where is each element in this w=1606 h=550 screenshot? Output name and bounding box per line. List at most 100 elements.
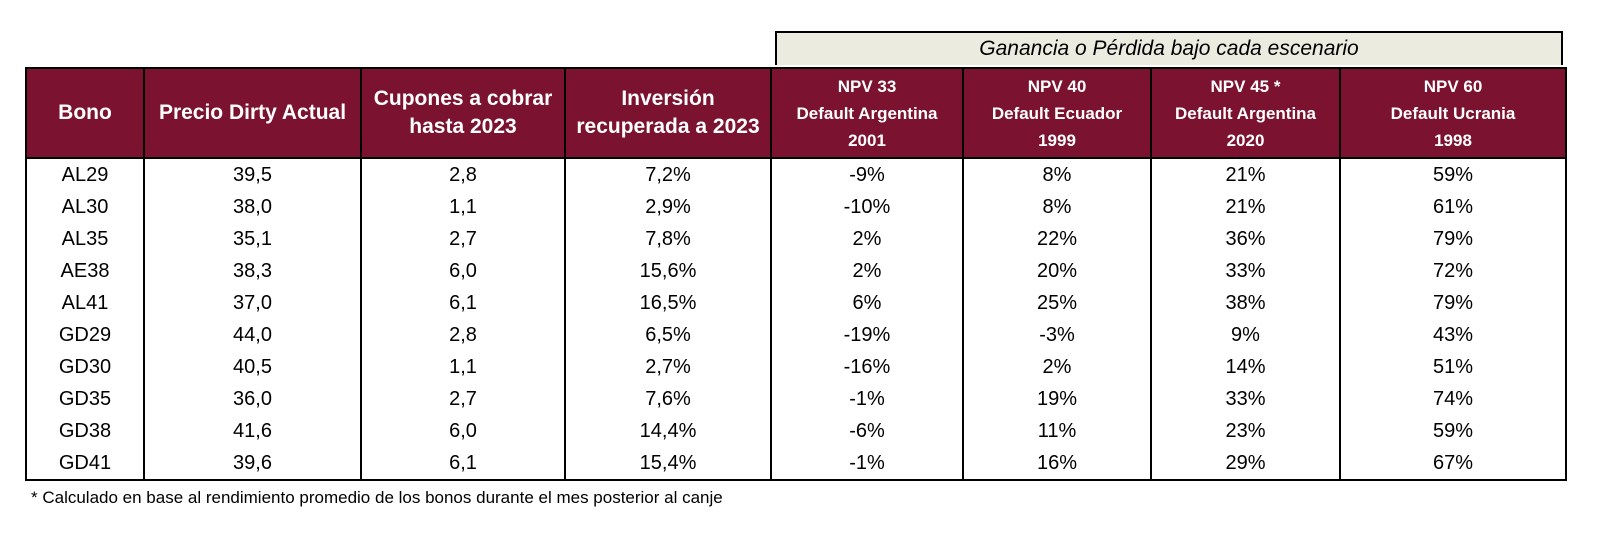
column-header-line: NPV 40: [1027, 76, 1087, 96]
table-row: GD29 44,0 2,8 6,5% -19% -3% 9% 43%: [25, 319, 1567, 351]
table-row: GD30 40,5 1,1 2,7% -16% 2% 14% 51%: [25, 351, 1567, 383]
table-cell: 2,7%: [564, 351, 772, 383]
column-header-line: Default Argentina: [1174, 103, 1317, 123]
table-cell: 36%: [1150, 223, 1341, 255]
table-row: GD35 36,0 2,7 7,6% -1% 19% 33% 74%: [25, 383, 1567, 415]
table-cell: 23%: [1150, 415, 1341, 447]
table-cell: -9%: [770, 158, 964, 191]
table-cell: 21%: [1150, 158, 1341, 191]
table-cell: -1%: [770, 447, 964, 481]
footnote: * Calculado en base al rendimiento prome…: [31, 488, 723, 507]
table-cell: 59%: [1339, 415, 1567, 447]
table-cell: 6,5%: [564, 319, 772, 351]
table-cell: 41,6: [143, 415, 362, 447]
table-cell: 61%: [1339, 191, 1567, 223]
table-cell: 21%: [1150, 191, 1341, 223]
table-cell: 25%: [962, 287, 1152, 319]
table-cell: 8%: [962, 158, 1152, 191]
column-header-line: Default Argentina: [796, 103, 938, 123]
column-header-7: NPV 60 Default Ucrania 1998: [1339, 67, 1567, 159]
header-row: Bono Precio Dirty Actual Cupones a cobrar h…: [25, 67, 1567, 159]
column-header-0: Bono: [25, 67, 145, 159]
column-header-line: recuperada a 2023: [576, 115, 760, 138]
column-header-line: 1999: [1038, 130, 1076, 150]
table-cell: 39,5: [143, 158, 362, 191]
table-cell: 9%: [1150, 319, 1341, 351]
bond-name-cell: AE38: [25, 255, 145, 287]
column-header-line: Precio Dirty Actual: [158, 101, 347, 124]
bond-name-cell: AL30: [25, 191, 145, 223]
table-body: AL29 39,5 2,8 7,2% -9% 8% 21% 59% AL30 38,0 1,1 2,9…: [25, 158, 1567, 481]
scenario-banner: Ganancia o Pérdida bajo cada escenario: [775, 31, 1563, 65]
table-cell: 1,1: [360, 351, 566, 383]
table-cell: -16%: [770, 351, 964, 383]
column-header-6: NPV 45 * Default Argentina 2020: [1150, 67, 1341, 159]
table-cell: 79%: [1339, 223, 1567, 255]
table-cell: 11%: [962, 415, 1152, 447]
bond-table: Bono Precio Dirty Actual Cupones a cobrar h…: [25, 67, 1567, 481]
table-header: Bono Precio Dirty Actual Cupones a cobrar h…: [25, 67, 1567, 159]
table-cell: 20%: [962, 255, 1152, 287]
table-row: AL29 39,5 2,8 7,2% -9% 8% 21% 59%: [25, 158, 1567, 191]
table-cell: 16,5%: [564, 287, 772, 319]
table-cell: 6,0: [360, 255, 566, 287]
column-header-3: Inversión recuperada a 2023: [564, 67, 772, 159]
column-header-line: NPV 60: [1423, 76, 1483, 96]
table-cell: 72%: [1339, 255, 1567, 287]
bond-name-cell: GD41: [25, 447, 145, 481]
table-cell: 74%: [1339, 383, 1567, 415]
table-row: AE38 38,3 6,0 15,6% 2% 20% 33% 72%: [25, 255, 1567, 287]
table-cell: 38%: [1150, 287, 1341, 319]
bond-scenario-table-container: Ganancia o Pérdida bajo cada escenario B…: [25, 31, 1585, 481]
table-cell: 2,7: [360, 383, 566, 415]
table-cell: 36,0: [143, 383, 362, 415]
bond-name-cell: AL35: [25, 223, 145, 255]
table-cell: 38,0: [143, 191, 362, 223]
table-row: AL30 38,0 1,1 2,9% -10% 8% 21% 61%: [25, 191, 1567, 223]
table-cell: 14%: [1150, 351, 1341, 383]
table-cell: 7,2%: [564, 158, 772, 191]
table-cell: -1%: [770, 383, 964, 415]
table-cell: 2%: [770, 255, 964, 287]
table-cell: 15,4%: [564, 447, 772, 481]
table-cell: 51%: [1339, 351, 1567, 383]
column-header-line: Default Ecuador: [991, 103, 1123, 123]
bond-name-cell: AL41: [25, 287, 145, 319]
table-cell: 2,8: [360, 319, 566, 351]
table-cell: 7,6%: [564, 383, 772, 415]
table-cell: 40,5: [143, 351, 362, 383]
table-cell: 44,0: [143, 319, 362, 351]
table-cell: 22%: [962, 223, 1152, 255]
column-header-line: Bono: [58, 101, 112, 124]
table-cell: 39,6: [143, 447, 362, 481]
table-cell: -6%: [770, 415, 964, 447]
table-cell: 6,1: [360, 287, 566, 319]
bond-name-cell: GD38: [25, 415, 145, 447]
column-header-line: Inversión: [621, 87, 715, 110]
table-cell: 2,8: [360, 158, 566, 191]
table-cell: -19%: [770, 319, 964, 351]
bond-name-cell: GD30: [25, 351, 145, 383]
table-cell: 38,3: [143, 255, 362, 287]
banner-row: Ganancia o Pérdida bajo cada escenario: [25, 31, 1585, 67]
table-cell: 2,9%: [564, 191, 772, 223]
column-header-1: Precio Dirty Actual: [143, 67, 362, 159]
column-header-line: hasta 2023: [409, 115, 517, 138]
table-row: AL35 35,1 2,7 7,8% 2% 22% 36% 79%: [25, 223, 1567, 255]
table-cell: -3%: [962, 319, 1152, 351]
column-header-line: Cupones a cobrar: [373, 87, 553, 110]
table-cell: 6,0: [360, 415, 566, 447]
table-cell: 1,1: [360, 191, 566, 223]
table-cell: 59%: [1339, 158, 1567, 191]
table-row: GD38 41,6 6,0 14,4% -6% 11% 23% 59%: [25, 415, 1567, 447]
table-cell: 29%: [1150, 447, 1341, 481]
column-header-line: NPV 33: [837, 76, 897, 96]
bond-name-cell: AL29: [25, 158, 145, 191]
table-cell: -10%: [770, 191, 964, 223]
table-cell: 15,6%: [564, 255, 772, 287]
table-cell: 67%: [1339, 447, 1567, 481]
table-cell: 43%: [1339, 319, 1567, 351]
table-cell: 35,1: [143, 223, 362, 255]
table-cell: 2,7: [360, 223, 566, 255]
table-row: AL41 37,0 6,1 16,5% 6% 25% 38% 79%: [25, 287, 1567, 319]
